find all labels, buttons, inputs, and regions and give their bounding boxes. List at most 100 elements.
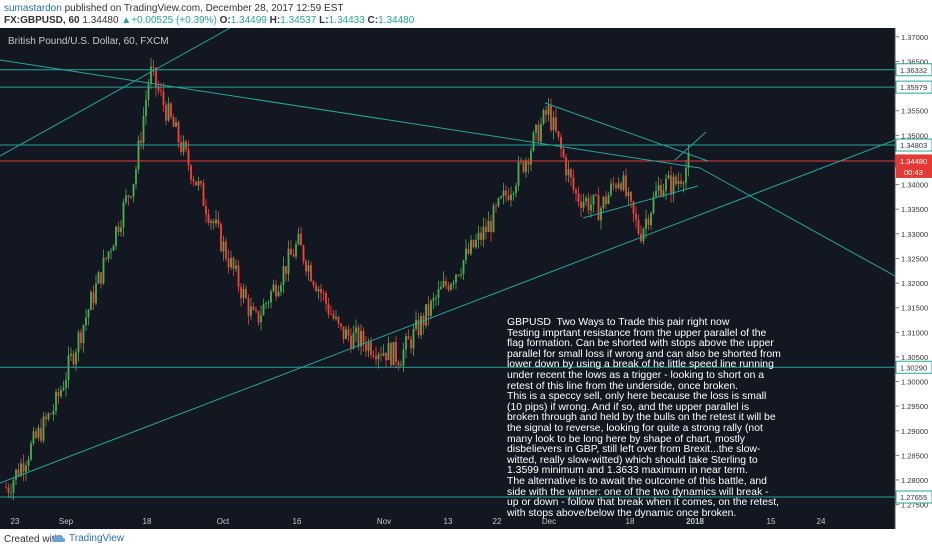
price-tick-label: 1.32500 (901, 254, 928, 263)
candle-body (167, 103, 170, 121)
candle-body (530, 150, 532, 165)
price-tick-label: 1.27500 (901, 501, 928, 510)
candle-body (472, 240, 475, 248)
candle-body (142, 116, 145, 143)
candle-body (267, 302, 270, 304)
candle-body (317, 289, 320, 292)
candle-body (95, 283, 97, 304)
candle-body (347, 329, 350, 336)
time-tick-label: 15 (767, 517, 776, 526)
candle-body (372, 355, 375, 357)
candle-body (402, 349, 405, 366)
candle-body (227, 258, 230, 268)
up-arrow-icon: ▲ (121, 15, 132, 26)
candle-body (365, 344, 367, 352)
candle-body (327, 303, 330, 315)
price-line-label: 1.30290 (900, 363, 927, 372)
chart-pane[interactable] (0, 28, 895, 513)
candle-body (562, 149, 565, 158)
author-link[interactable]: sumastardon (4, 3, 62, 14)
time-axis[interactable] (0, 513, 895, 529)
ohlc-open-value: 1.34499 (230, 15, 267, 26)
candle-body (57, 392, 60, 397)
candle-body (280, 284, 282, 292)
candle-body (102, 257, 105, 284)
candle-body (270, 291, 272, 303)
candle-body (70, 353, 72, 356)
candle-body (567, 169, 570, 176)
price-line-label: 1.36332 (900, 66, 927, 75)
trendline (582, 185, 699, 219)
candle-body (547, 105, 550, 115)
candle-body (170, 103, 172, 118)
trendline (0, 139, 896, 484)
published-text: published on TradingView.com, December 2… (64, 3, 344, 14)
candle-body (607, 194, 610, 205)
candle-body (407, 336, 410, 340)
candle-body (522, 160, 525, 172)
candle-body (252, 306, 255, 310)
candle-body (5, 487, 7, 489)
candle-body (575, 189, 577, 194)
tradingview-logo[interactable]: TradingView (52, 533, 124, 544)
candle-body (332, 314, 335, 319)
candle-body (477, 232, 480, 240)
time-tick-labels: 23 Sep 18 Oct 16 Nov 13 22 Dec 18 2018 15 24 (11, 517, 826, 526)
candle-body (545, 109, 547, 115)
candle-body (470, 240, 472, 254)
price-axis[interactable] (895, 28, 932, 529)
candle-body (382, 352, 385, 356)
candle-body (557, 131, 560, 138)
candle-body (295, 244, 297, 257)
candle-body (342, 326, 345, 340)
candle-body (617, 183, 620, 189)
price-tick-label: 1.33500 (901, 205, 928, 214)
candle-body (320, 289, 322, 294)
candle-body (130, 196, 132, 198)
symbol-label[interactable]: FX:GBPUSD, 60 (4, 15, 80, 26)
price-chart[interactable]: 1.37000 1.36500 1.35500 1.35000 1.34000 1.335… (0, 28, 932, 529)
candle-body (237, 265, 240, 287)
candle-body (82, 325, 85, 344)
candle-body (425, 304, 427, 326)
candle-body (315, 285, 317, 292)
candle-body (290, 248, 292, 255)
price-tick-label: 1.36500 (901, 57, 928, 66)
candle-body (377, 354, 380, 360)
price-tick-label: 1.35000 (901, 131, 928, 140)
candle-body (490, 220, 492, 233)
price-tick-label: 1.28500 (901, 451, 928, 460)
price-tick-label: 1.31500 (901, 304, 928, 313)
candle-body (297, 233, 300, 245)
candle-body (580, 201, 582, 208)
cloud-icon (52, 534, 66, 542)
candle-body (190, 165, 192, 180)
candle-body (367, 341, 370, 352)
candle-body (55, 392, 57, 411)
candle-body (42, 416, 45, 441)
price-tick-label: 1.30500 (901, 353, 928, 362)
candle-body (535, 124, 537, 133)
candle-body (625, 175, 627, 197)
candle-body (25, 465, 27, 472)
candle-body (240, 286, 242, 299)
chart-header: sumastardon published on TradingView.com… (0, 0, 932, 28)
candles (5, 57, 690, 501)
candle-body (632, 201, 635, 214)
price-tick-label: 1.28000 (901, 476, 928, 485)
candle-body (495, 205, 497, 207)
candle-body (212, 220, 215, 224)
candle-body (60, 390, 62, 397)
candle-body (210, 220, 212, 223)
candle-body (310, 265, 312, 282)
price-tick-label: 1.33000 (901, 230, 928, 239)
price-tick-label: 1.35500 (901, 107, 928, 116)
candle-body (657, 185, 660, 191)
candle-body (440, 286, 442, 290)
candle-body (437, 289, 440, 298)
candle-body (652, 196, 655, 213)
candle-body (595, 194, 597, 196)
trade-annotation[interactable]: GBPUSD Two Ways to Trade this pair right… (507, 317, 781, 519)
candle-body (455, 274, 457, 283)
candle-body (605, 196, 607, 205)
